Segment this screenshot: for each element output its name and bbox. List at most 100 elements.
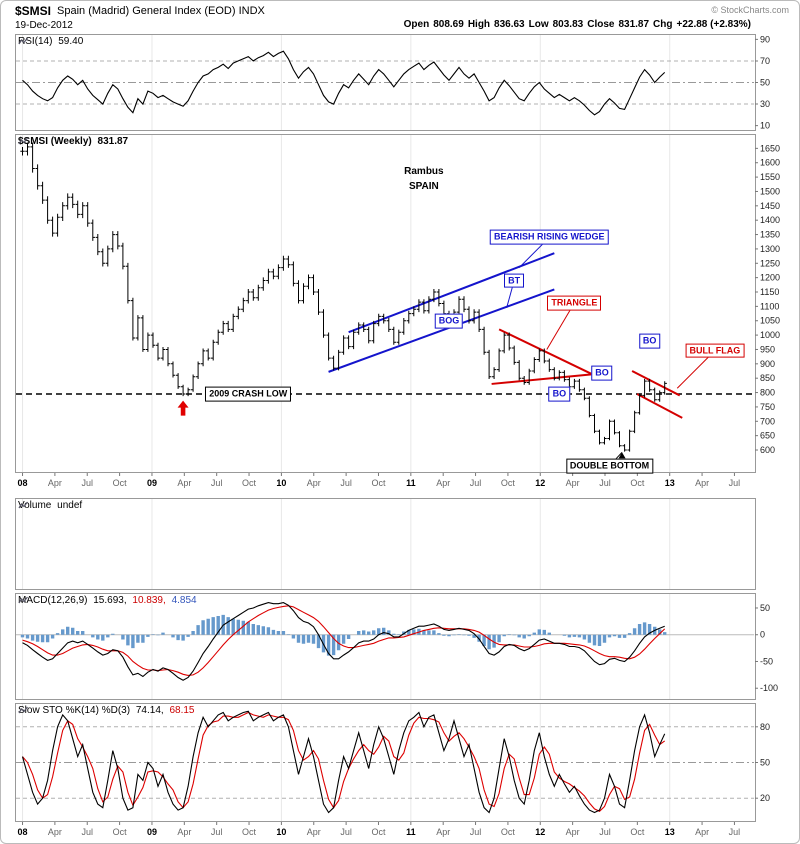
y-tick-label: 1550 xyxy=(760,172,780,182)
triangle-lower-line xyxy=(491,372,600,385)
y-tick-label: -50 xyxy=(760,656,773,666)
high-label: High xyxy=(467,19,491,30)
year-gridlines xyxy=(22,593,671,700)
x-tick-label: 10 xyxy=(276,827,286,837)
annotation-bt: BT xyxy=(504,273,525,288)
x-tick-label: 09 xyxy=(147,478,157,488)
y-tick-label: 1250 xyxy=(760,258,780,268)
volume-name: Volume xyxy=(18,500,52,511)
y-tick-label: -100 xyxy=(760,683,778,693)
y-tick-label: 900 xyxy=(760,359,775,369)
x-tick-label: 08 xyxy=(18,478,28,488)
x-tick-label: Apr xyxy=(436,827,450,837)
stochastic-panel: 80 50 20 08 Apr Jul Oct 09 Apr Jul Oct 10 Apr Jul Oct 1… xyxy=(1,703,799,843)
annotation-bo: BO xyxy=(591,365,613,381)
x-tick-label: Apr xyxy=(177,827,191,837)
y-tick-label: 20 xyxy=(760,793,770,803)
stockcharts-watermark: © StockCharts.com xyxy=(711,5,789,15)
macd-value-2: 10.839, xyxy=(132,595,166,606)
y-tick-label: 1450 xyxy=(760,201,780,211)
symbol-text: $SMSI xyxy=(15,4,52,18)
y-tick-label: 1200 xyxy=(760,273,780,283)
panel-border xyxy=(15,593,756,700)
macd-histogram xyxy=(20,614,667,656)
y-tick-label: 90 xyxy=(760,34,770,44)
x-tick-label: Jul xyxy=(340,827,352,837)
x-tick-label: Oct xyxy=(371,827,386,837)
macd-label: MACD(12,26,9) 15.693, 10.839, 4.854 xyxy=(18,595,197,606)
x-tick-label: Oct xyxy=(242,478,257,488)
x-tick-label: Oct xyxy=(242,827,257,837)
y-tick-label: 50 xyxy=(760,603,770,613)
panel-border xyxy=(15,498,756,590)
sto-value-k: 74.14, xyxy=(135,705,164,716)
x-tick-label: 09 xyxy=(147,827,157,837)
x-tick-label: Jul xyxy=(81,478,93,488)
x-tick-label: Apr xyxy=(307,827,321,837)
x-tick-label: Oct xyxy=(630,478,645,488)
y-axis: 90 70 50 30 10 xyxy=(755,34,770,131)
y-axis: 1650 1600 1550 1500 1450 1400 1350 1300 1250 1200… xyxy=(755,143,780,455)
open-value: 808.69 xyxy=(433,19,464,30)
open-label: Open xyxy=(403,19,430,30)
x-tick-label: 12 xyxy=(535,827,545,837)
pointer-arrowhead xyxy=(618,452,626,459)
ohlc-quote: Open 808.69 High 836.63 Low 803.83 Close 831.87… xyxy=(404,19,755,30)
x-tick-label: 13 xyxy=(665,478,675,488)
y-tick-label: 800 xyxy=(760,388,775,398)
annotation-2009-crash-low: 2009 CRASH LOW xyxy=(205,386,292,402)
volume-value: undef xyxy=(57,500,83,511)
x-tick-label: Jul xyxy=(599,827,611,837)
panel-border xyxy=(15,134,756,473)
annotation-bull-flag: BULL FLAG xyxy=(685,343,745,359)
year-gridlines xyxy=(22,498,671,590)
y-tick-label: 70 xyxy=(760,56,770,66)
y-tick-label: 950 xyxy=(760,344,775,354)
low-label: Low xyxy=(528,19,549,30)
price-name: $SMSI (Weekly) xyxy=(18,136,92,147)
indicator-icon xyxy=(18,501,28,509)
annotation-bearish-rising-wedge: BEARISH RISING WEDGE xyxy=(490,230,609,245)
x-tick-label: Jul xyxy=(211,478,223,488)
x-tick-label: 11 xyxy=(406,827,416,837)
price-panel: 1650 1600 1550 1500 1450 1400 1350 1300 1250 1200… xyxy=(1,134,799,493)
y-tick-label: 1350 xyxy=(760,230,780,240)
x-tick-label: Apr xyxy=(177,478,191,488)
x-tick-label: Oct xyxy=(501,827,516,837)
x-tick-label: 10 xyxy=(276,478,286,488)
x-tick-label: Apr xyxy=(48,478,62,488)
year-gridlines xyxy=(22,134,671,473)
sto-label: Slow STO %K(14) %D(3) 74.14, 68.15 xyxy=(18,705,194,716)
chart-date: 19-Dec-2012 xyxy=(15,20,73,31)
x-tick-label: Jul xyxy=(340,478,352,488)
y-tick-label: 50 xyxy=(760,758,770,768)
x-tick-label: Oct xyxy=(113,827,128,837)
x-tick-label: Jul xyxy=(470,478,482,488)
crash-low-arrow xyxy=(177,400,189,416)
rsi-label: RSI(14) 59.40 xyxy=(18,36,83,47)
y-tick-label: 650 xyxy=(760,431,775,441)
indicator-icon xyxy=(18,137,28,145)
y-tick-label: 1050 xyxy=(760,316,780,326)
x-tick-label: Jul xyxy=(81,827,93,837)
close-value: 831.87 xyxy=(618,19,650,30)
close-label: Close xyxy=(587,19,615,30)
index-title: Spain (Madrid) General Index (EOD) INDX xyxy=(57,5,265,17)
x-axis: 08 Apr Jul Oct 09 Apr Jul Oct 10 Apr Jul Oct 11 Apr Ju… xyxy=(18,822,740,837)
x-tick-label: Oct xyxy=(630,827,645,837)
rsi-panel: 90 70 50 30 10 RSI(14) 59.40 xyxy=(1,34,799,131)
chg-label: Chg xyxy=(653,19,673,30)
y-tick-label: 1500 xyxy=(760,186,780,196)
volume-panel: Volume undef xyxy=(1,498,799,590)
y-tick-label: 50 xyxy=(760,78,770,88)
y-tick-label: 1600 xyxy=(760,158,780,168)
flag-lower-line xyxy=(636,393,683,419)
y-tick-label: 750 xyxy=(760,402,775,412)
annotation-bog: BOG xyxy=(434,313,464,329)
y-tick-label: 700 xyxy=(760,416,775,426)
y-tick-label: 1300 xyxy=(760,244,780,254)
x-tick-label: 12 xyxy=(535,478,545,488)
chg-value: +22.88 (+2.83%) xyxy=(676,19,752,30)
annotation-spain: SPAIN xyxy=(408,181,439,193)
